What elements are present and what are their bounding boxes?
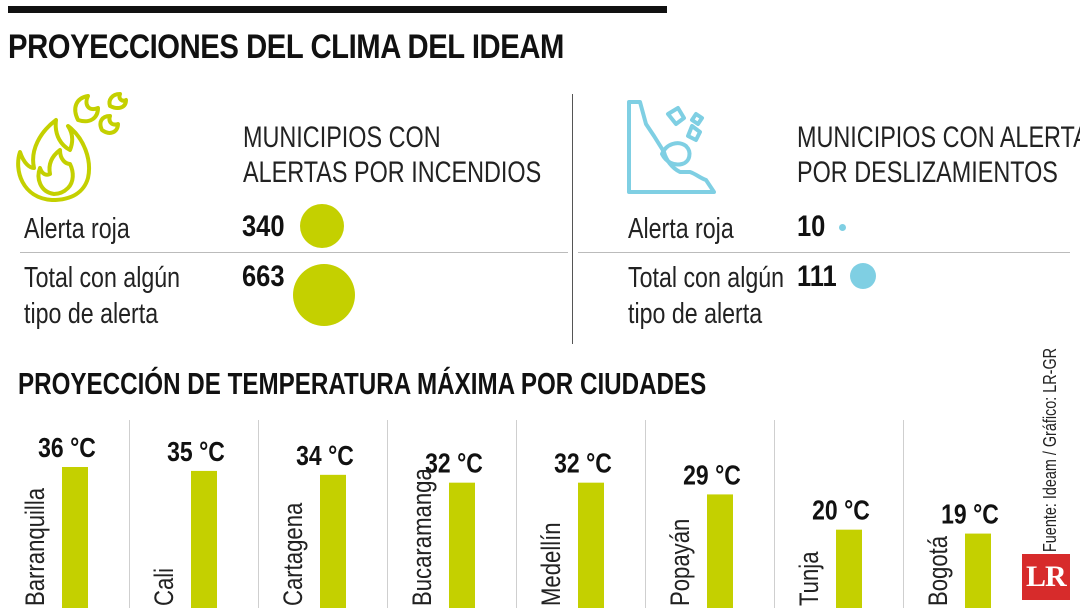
bar [965,533,991,608]
fires-heading-line1: MUNICIPIOS CON [243,121,441,154]
fires-total-circle [293,264,355,326]
landslides-red-value: 10 [797,210,826,243]
fires-total-label-line2: tipo de alerta [24,298,159,330]
chart-title: PROYECCIÓN DE TEMPERATURA MÁXIMA POR CIU… [18,366,707,401]
value-label: 32 °C [425,449,483,480]
top-rule [8,6,667,13]
category-label: Cartagena [279,502,309,606]
fires-total-label-line1: Total con algún [24,262,181,294]
category-label: Bogotá [924,536,954,606]
bar [707,494,733,608]
bar [62,467,88,608]
bar [449,482,475,608]
fires-red-value: 340 [242,210,285,243]
category-label: Tunja [795,551,825,606]
landslides-red-circle [839,224,846,231]
fires-total-value: 663 [242,260,285,293]
fires-red-label: Alerta roja [24,213,130,245]
landslide-icon [627,100,716,194]
landslides-heading-line1: MUNICIPIOS CON ALERTAS [797,121,1080,154]
landslides-total-value: 111 [797,260,837,293]
landslides-divider [578,252,1070,253]
landslides-total-circle [850,263,876,289]
bar [836,529,862,608]
category-label: Bucaramanga [408,468,438,606]
category-label: Medellín [537,522,567,606]
bar [320,474,346,608]
bar [578,482,604,608]
lr-logo: LR [1022,554,1070,600]
value-label: 32 °C [554,449,612,480]
fire-icon [16,92,128,202]
fires-red-circle [300,204,344,248]
category-label: Popayán [666,519,696,606]
value-label: 34 °C [296,441,354,472]
logo-text: LR [1026,560,1067,593]
category-label: Barranquilla [21,488,51,606]
panel-divider [572,94,573,344]
value-label: 29 °C [683,460,741,491]
category-label: Cali [150,568,180,606]
value-label: 20 °C [812,496,870,527]
landslides-total-label-line1: Total con algún [628,262,785,294]
landslides-red-label: Alerta roja [628,213,734,245]
fires-heading-line2: ALERTAS POR INCENDIOS [243,156,542,189]
value-label: 35 °C [167,437,225,468]
bar [191,470,217,608]
fires-divider [20,252,568,253]
value-label: 19 °C [941,500,999,531]
page-title: PROYECCIONES DEL CLIMA DEL IDEAM [8,28,564,66]
landslides-total-label-line2: tipo de alerta [628,298,763,330]
value-label: 36 °C [38,433,96,464]
source-credit: Fuente: Ideam / Gráfico: LR-GR [1040,347,1060,552]
landslides-heading-line2: POR DESLIZAMIENTOS [797,156,1058,189]
